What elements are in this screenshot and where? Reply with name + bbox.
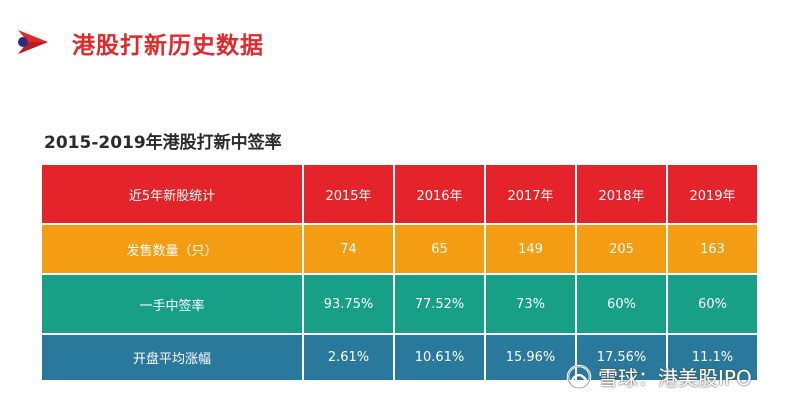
column-header: 2018年 [575,163,668,225]
table-cell: 73% [484,273,577,335]
table-cell: 149 [484,223,577,275]
table-cell: 93.75% [302,273,395,335]
table-cell: 11.1% [666,333,759,382]
table-cell: 60% [666,273,759,335]
table-cell: 163 [666,223,759,275]
watermark-text: 雪球：港美股IPO [598,366,752,390]
table-title: 2015-2019年港股打新中签率 [44,133,282,153]
table-cell: 65 [393,223,486,275]
table-cell: 74 [302,223,395,275]
row-label: 发售数量（只） [40,223,304,275]
table-cell: 77.52% [393,273,486,335]
column-header: 2015年 [302,163,395,225]
column-header: 2017年 [484,163,577,225]
table-header-row: 近5年新股统计 2015年 2016年 2017年 2018年 2019年 [40,163,759,225]
table-row: 发售数量（只） 74 65 149 205 163 [40,223,759,275]
table-cell: 15.96% [484,333,577,382]
arrow-logo-icon [18,30,48,54]
table-cell: 60% [575,273,668,335]
snowball-icon [566,364,592,389]
page-header: 港股打新历史数据 [0,0,800,78]
ipo-stats-table: 近5年新股统计 2015年 2016年 2017年 2018年 2019年 发售… [40,163,759,382]
table-cell: 205 [575,223,668,275]
table-cell: 10.61% [393,333,486,382]
page-title: 港股打新历史数据 [72,33,264,59]
row-label: 开盘平均涨幅 [40,333,304,382]
column-header: 近5年新股统计 [40,163,304,225]
table-row: 一手中签率 93.75% 77.52% 73% 60% 60% [40,273,759,335]
table-row: 开盘平均涨幅 2.61% 10.61% 15.96% 17.56% 11.1% [40,333,759,382]
column-header: 2019年 [666,163,759,225]
column-header: 2016年 [393,163,486,225]
table-cell: 17.56% [575,333,668,382]
watermark: 雪球：港美股IPO [566,362,752,391]
row-label: 一手中签率 [40,273,304,335]
table-cell: 2.61% [302,333,395,382]
